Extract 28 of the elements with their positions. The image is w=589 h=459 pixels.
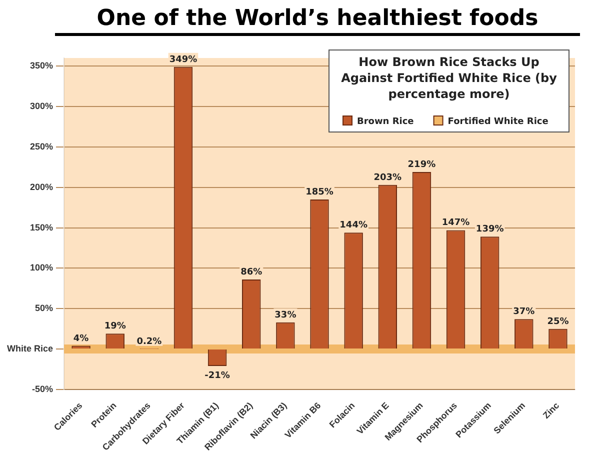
data-label: -21% [204, 371, 230, 382]
data-label: 25% [547, 316, 569, 327]
y-tick-label: 350% [30, 60, 54, 71]
data-label: 33% [274, 310, 296, 320]
data-label: 0.2% [136, 336, 162, 347]
data-label: 147% [442, 218, 470, 228]
y-tick-label: -50% [32, 384, 54, 394]
legend-label: Brown Rice [357, 117, 414, 127]
data-label: 349% [169, 54, 198, 65]
data-label: 139% [476, 224, 504, 235]
data-label: 86% [240, 268, 262, 278]
data-label: 203% [374, 172, 402, 183]
data-label: 219% [408, 160, 436, 170]
y-tick-label: White Rice [6, 344, 54, 354]
data-label: 144% [340, 220, 368, 231]
data-label: 37% [513, 307, 535, 318]
y-tick-label: 200% [30, 182, 54, 192]
y-tick-label: 50% [34, 303, 54, 314]
data-label: 19% [104, 322, 126, 332]
data-label: 185% [306, 187, 334, 198]
legend-title: How Brown Rice Stacks Up Against Fortified White Rice (by percentage more) [341, 55, 558, 101]
y-tick-label: 250% [30, 141, 54, 152]
legend-label: Fortified White Rice [448, 117, 548, 127]
data-label: 4% [73, 334, 89, 344]
chart-title: One of the World’s healthiest foods [55, 6, 580, 36]
y-tick-label: 150% [30, 222, 54, 232]
y-tick-label: 100% [30, 262, 54, 273]
y-tick-label: 300% [30, 100, 54, 111]
